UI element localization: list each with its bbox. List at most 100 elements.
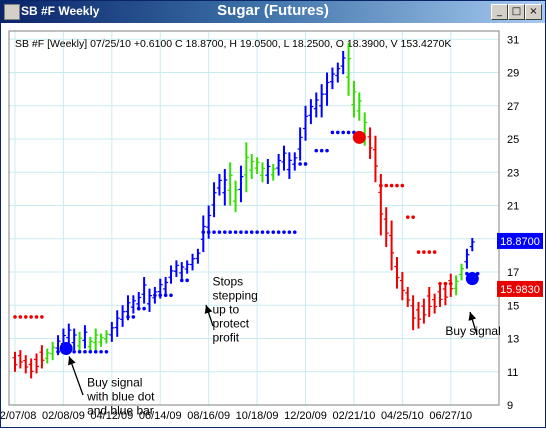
- stop-dot: [158, 293, 163, 298]
- chart-annotation-line: stepping: [212, 288, 257, 302]
- x-tick-label: 12/07/08: [1, 410, 36, 422]
- stop-dot: [336, 130, 340, 135]
- chart-annotation-line: protect: [212, 316, 249, 330]
- stop-dot: [34, 315, 39, 319]
- price-label-text: 18.8700: [500, 236, 540, 248]
- stop-dot: [438, 281, 442, 286]
- stop-dot: [23, 315, 28, 319]
- stop-dot: [405, 215, 410, 219]
- stop-dot: [314, 148, 319, 153]
- y-tick-label: 13: [507, 334, 519, 346]
- stop-dot: [260, 230, 265, 234]
- chart-annotation: Buy signal: [445, 324, 500, 338]
- maximize-button[interactable]: □: [508, 4, 525, 20]
- stop-dot: [88, 350, 93, 354]
- stop-dot: [422, 250, 426, 254]
- stop-dot: [163, 293, 168, 298]
- chart-annotation-line: with blue dot: [86, 390, 155, 404]
- price-chart: 9111315171921232527293112/07/0802/08/090…: [0, 30, 543, 422]
- x-tick-label: 02/21/10: [333, 410, 376, 422]
- signal-dot: [59, 341, 73, 355]
- stop-dot: [223, 230, 227, 234]
- x-tick-label: 10/18/09: [236, 410, 279, 422]
- stop-dots: [13, 130, 480, 354]
- stop-dot: [303, 162, 308, 166]
- annotation-arrow-head: [68, 356, 76, 366]
- stop-dot: [185, 278, 189, 283]
- stop-dot: [266, 230, 270, 234]
- stop-dot: [29, 315, 33, 319]
- plot-background: [9, 31, 499, 405]
- stop-dot: [427, 250, 432, 254]
- stop-dot: [330, 130, 335, 135]
- minimize-button[interactable]: _: [491, 4, 508, 20]
- stop-dot: [400, 183, 405, 188]
- stop-dot: [379, 183, 383, 188]
- stop-dot: [83, 350, 87, 354]
- stop-dot: [239, 230, 243, 234]
- annotation-arrow-head: [468, 312, 477, 321]
- chart-annotation-line: up to: [212, 302, 239, 316]
- stop-dot: [201, 230, 206, 234]
- stop-dot: [169, 293, 173, 298]
- stop-dot: [292, 230, 297, 234]
- y-tick-label: 9: [507, 400, 513, 412]
- stop-dot: [443, 281, 448, 286]
- stop-dot: [126, 315, 130, 319]
- x-tick-label: 04/12/09: [90, 410, 133, 422]
- stop-dot: [217, 230, 222, 234]
- stop-dot: [72, 350, 76, 354]
- x-tick-label: 08/16/09: [187, 410, 230, 422]
- stop-dot: [40, 315, 44, 319]
- stop-dot: [228, 230, 232, 234]
- chart-annotation-line: and blue bar: [87, 404, 154, 418]
- chart-annotation-line: Buy signal: [87, 376, 142, 390]
- x-tick-label: 02/08/09: [42, 410, 85, 422]
- x-tick-label: 06/27/10: [429, 410, 472, 422]
- y-tick-label: 31: [507, 34, 519, 46]
- stop-dot: [416, 250, 421, 254]
- stop-dot: [142, 306, 146, 311]
- y-tick-label: 27: [507, 101, 519, 113]
- stop-dot: [179, 278, 184, 283]
- stop-dot: [244, 230, 249, 234]
- y-tick-label: 23: [507, 167, 519, 179]
- stop-dot: [249, 230, 254, 234]
- window-app-icon[interactable]: [4, 4, 20, 20]
- stop-dot: [325, 148, 329, 153]
- stop-dot: [287, 230, 292, 234]
- stop-dot: [93, 350, 98, 354]
- stop-dot: [233, 230, 238, 234]
- y-tick-label: 21: [507, 201, 519, 213]
- stop-dot: [255, 230, 259, 234]
- y-tick-label: 11: [507, 367, 518, 379]
- stop-dot: [319, 148, 324, 153]
- stop-dot: [432, 250, 437, 254]
- signal-dot: [352, 130, 366, 144]
- title-bar[interactable]: SB #F Weekly Sugar (Futures) _ □ ×: [1, 1, 545, 23]
- stop-dot: [136, 306, 141, 311]
- stop-dot: [346, 130, 351, 135]
- stop-dot: [99, 350, 103, 354]
- plot-border: [8, 30, 500, 406]
- chart-symbol-title: SB #F Weekly: [21, 4, 100, 18]
- x-tick-label: 12/20/09: [284, 410, 327, 422]
- y-tick-label: 29: [507, 68, 519, 80]
- stop-dot: [341, 130, 345, 135]
- stop-dot: [206, 230, 211, 234]
- stop-dot: [104, 350, 109, 354]
- stop-dot: [395, 183, 399, 188]
- price-label-box: [497, 232, 543, 249]
- stop-dot: [77, 350, 82, 354]
- y-tick-label: 17: [507, 267, 519, 279]
- annotation-arrow-head: [204, 305, 213, 314]
- stop-dot: [131, 315, 136, 319]
- signal-dot: [465, 272, 479, 286]
- chart-annotation-line: profit: [212, 330, 239, 344]
- stop-dot: [18, 315, 23, 319]
- chart-info-line: SB #F [Weekly] 07/25/10 +0.6100 C 18.870…: [15, 38, 451, 50]
- price-label-text: 15.9830: [500, 284, 540, 296]
- stop-dot: [448, 281, 453, 286]
- close-button[interactable]: ×: [525, 4, 542, 20]
